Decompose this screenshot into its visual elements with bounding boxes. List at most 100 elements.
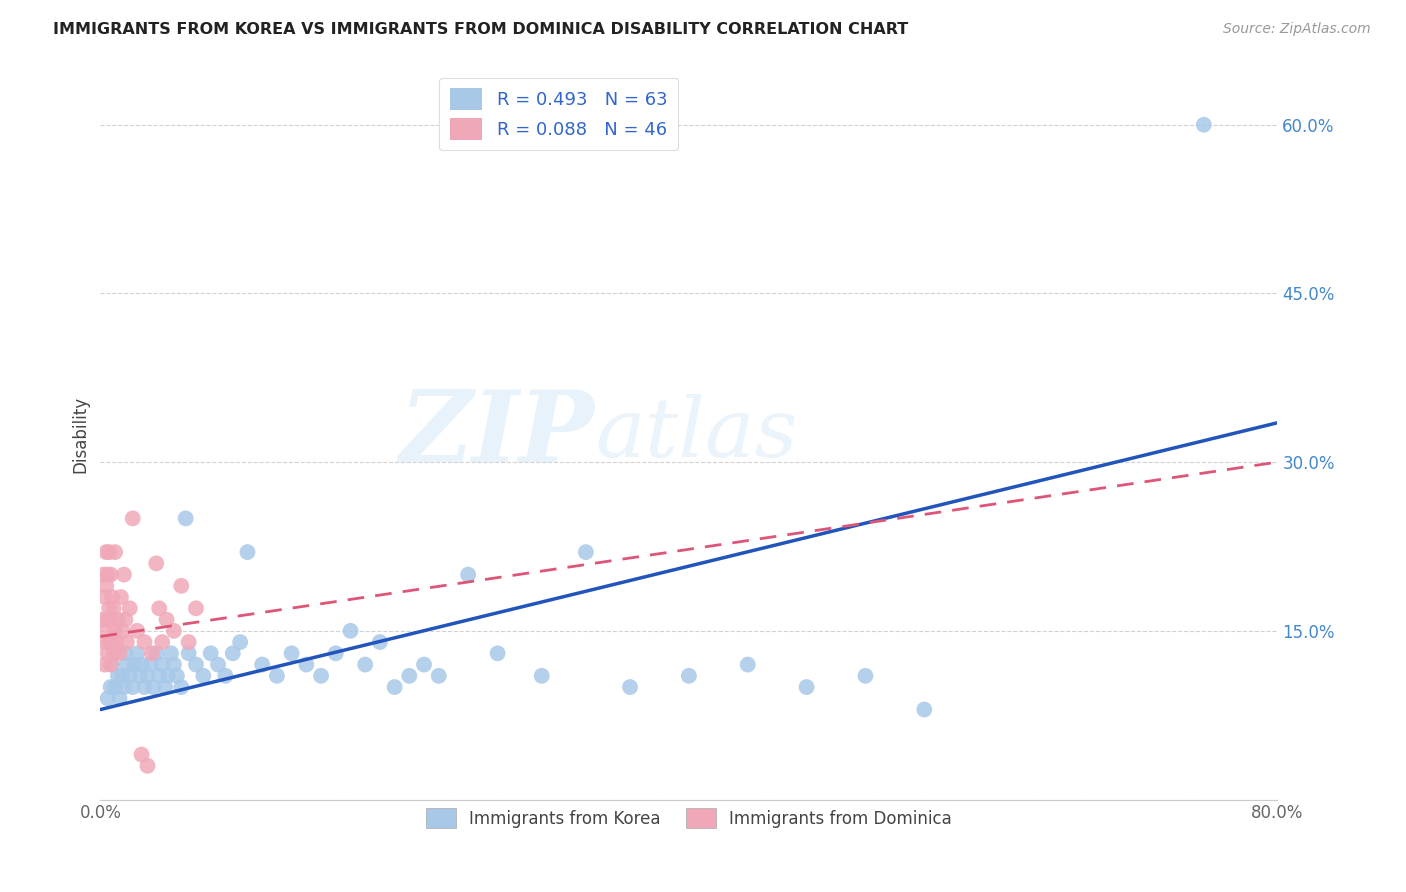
Point — [166, 669, 188, 683]
Point — [98, 545, 121, 559]
Text: ZIP: ZIP — [399, 385, 595, 483]
Point — [619, 680, 641, 694]
Point — [100, 613, 122, 627]
Point — [855, 669, 877, 683]
Point — [98, 635, 121, 649]
Point — [107, 613, 129, 627]
Text: atlas: atlas — [595, 394, 797, 474]
Point — [413, 657, 436, 672]
Point — [229, 635, 252, 649]
Point — [127, 624, 149, 638]
Point — [121, 511, 143, 525]
Legend: Immigrants from Korea, Immigrants from Dominica: Immigrants from Korea, Immigrants from D… — [419, 801, 959, 835]
Point — [107, 669, 129, 683]
Point — [354, 657, 377, 672]
Point — [112, 567, 135, 582]
Point — [101, 657, 124, 672]
Point — [177, 646, 200, 660]
Point — [145, 557, 167, 571]
Point — [111, 669, 134, 683]
Point — [91, 567, 114, 582]
Point — [170, 579, 193, 593]
Point — [139, 657, 162, 672]
Point — [100, 657, 122, 672]
Point — [136, 759, 159, 773]
Point — [101, 590, 124, 604]
Y-axis label: Disability: Disability — [72, 395, 89, 473]
Point — [111, 624, 134, 638]
Point — [295, 657, 318, 672]
Point — [108, 691, 131, 706]
Point — [200, 646, 222, 660]
Point — [384, 680, 406, 694]
Point — [325, 646, 347, 660]
Point — [177, 635, 200, 649]
Point — [131, 747, 153, 762]
Point — [236, 545, 259, 559]
Point — [127, 646, 149, 660]
Point — [115, 657, 138, 672]
Point — [160, 646, 183, 660]
Point — [737, 657, 759, 672]
Point — [104, 680, 127, 694]
Point — [101, 635, 124, 649]
Point — [266, 669, 288, 683]
Point — [148, 601, 170, 615]
Point — [1192, 118, 1215, 132]
Point — [184, 657, 207, 672]
Point — [131, 657, 153, 672]
Point — [309, 669, 332, 683]
Point — [100, 680, 122, 694]
Point — [207, 657, 229, 672]
Point — [104, 545, 127, 559]
Point — [163, 624, 186, 638]
Point — [339, 624, 361, 638]
Point — [100, 567, 122, 582]
Text: Source: ZipAtlas.com: Source: ZipAtlas.com — [1223, 22, 1371, 37]
Point — [129, 669, 152, 683]
Point — [148, 669, 170, 683]
Point — [145, 646, 167, 660]
Point — [280, 646, 302, 660]
Point — [170, 680, 193, 694]
Point — [398, 669, 420, 683]
Point — [105, 635, 128, 649]
Point — [368, 635, 391, 649]
Point — [912, 702, 935, 716]
Point — [141, 646, 163, 660]
Point — [184, 601, 207, 615]
Point — [214, 669, 236, 683]
Point — [136, 669, 159, 683]
Point — [157, 669, 180, 683]
Point — [575, 545, 598, 559]
Point — [94, 657, 117, 672]
Point — [118, 601, 141, 615]
Point — [142, 680, 165, 694]
Point — [96, 624, 118, 638]
Point — [90, 613, 112, 627]
Point — [121, 680, 143, 694]
Point — [134, 635, 156, 649]
Point — [250, 657, 273, 672]
Point — [110, 590, 132, 604]
Point — [97, 567, 120, 582]
Point — [174, 511, 197, 525]
Point — [97, 613, 120, 627]
Point — [96, 545, 118, 559]
Point — [530, 669, 553, 683]
Point — [103, 646, 125, 660]
Point — [108, 646, 131, 660]
Point — [98, 601, 121, 615]
Point — [103, 601, 125, 615]
Point — [118, 669, 141, 683]
Point — [97, 646, 120, 660]
Point — [96, 579, 118, 593]
Point — [115, 635, 138, 649]
Point — [114, 646, 136, 660]
Point — [163, 657, 186, 672]
Point — [796, 680, 818, 694]
Point — [112, 680, 135, 694]
Point — [155, 613, 177, 627]
Point — [150, 657, 173, 672]
Point — [122, 657, 145, 672]
